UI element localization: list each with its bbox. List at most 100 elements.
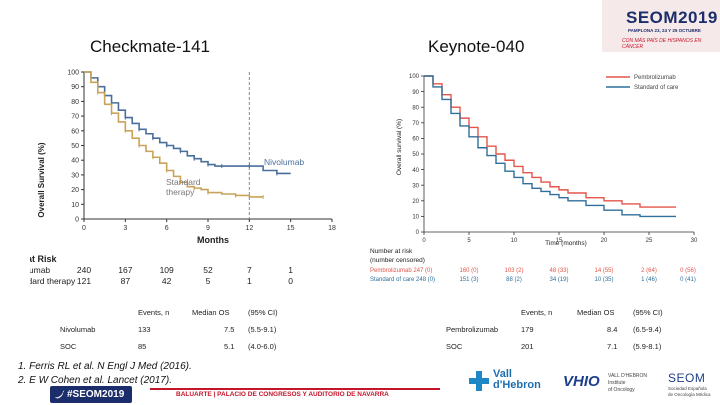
left-risk-value: 1 <box>247 276 252 286</box>
left-y-tick-label: 90 <box>71 84 79 91</box>
left-risk-row-1-name: Nivolumab <box>30 265 50 275</box>
right-x-tick-label: 20 <box>601 238 608 244</box>
left-y-tick-label: 30 <box>71 172 79 179</box>
hashtag-badge: #SEOM2019 <box>50 386 132 403</box>
right-y-tick-label: 30 <box>412 183 419 189</box>
right-risk-value: 103 (2) <box>504 268 523 274</box>
left-y-tick-label: 20 <box>71 187 79 194</box>
left-x-tick-label: 0 <box>82 225 86 232</box>
right-table-row-1-name: Pembrolizumab <box>446 325 499 334</box>
right-risk-value: 0 (56) <box>680 268 696 274</box>
right-x-tick-label: 10 <box>511 238 518 244</box>
right-xlabel: Time (months) <box>545 240 587 247</box>
right-y-tick-label: 0 <box>416 230 420 236</box>
left-risk-value: 1 <box>288 265 293 275</box>
left-x-tick-label: 12 <box>245 225 253 232</box>
right-table-row-1-events: 179 <box>521 325 534 334</box>
right-risk-row-1-name: Pembrolizumab 247 (0) <box>370 268 432 274</box>
left-risk-value: 121 <box>77 276 91 286</box>
right-table-row-2-ci: (5.9-8.1) <box>633 342 662 351</box>
right-series-line-standard-of-care <box>424 75 676 218</box>
left-table-row-2-ci: (4.0-6.0) <box>248 342 277 351</box>
right-risk-value: 2 (64) <box>641 268 657 274</box>
left-table-row-2-events: 85 <box>138 342 147 351</box>
right-km-chart: 0 10 20 30 40 50 60 70 80 90 100 0 5 10 15 20 25 30 Overa… <box>370 74 698 283</box>
left-table-row-1-ci: (5.5-9.1) <box>248 325 277 334</box>
sponsor-seom-sub-2: de Oncología Médica <box>668 392 711 397</box>
left-risk-value: 0 <box>288 276 293 286</box>
sponsor-vhio-sub-1: VALL D'HEBRON <box>608 373 648 379</box>
left-table-row-1-median: 7.5 <box>224 325 235 334</box>
left-y-tick-label: 70 <box>71 114 79 121</box>
right-ylabel: Overall survival (%) <box>396 119 403 175</box>
right-y-tick-label: 80 <box>412 105 419 111</box>
sponsor-vall-dhebron: Vall d'Hebron <box>493 369 541 391</box>
seom-logo-subtitle: PAMPLONA 23, 24 Y 25 OCTUBRE <box>628 28 701 33</box>
left-table-header-events: Events, n <box>138 308 170 317</box>
right-x-tick-label: 30 <box>691 238 698 244</box>
right-risk-value: 160 (0) <box>459 268 478 274</box>
left-risk-row-2-name: Standard therapy <box>30 276 76 286</box>
right-series-line-pembrolizumab <box>424 75 676 208</box>
right-table-row-1-ci: (6.5-9.4) <box>633 325 662 334</box>
seom-logo-year: 2019 <box>678 8 718 27</box>
left-plot-area: 0 10 20 30 40 50 60 70 80 90 100 0 3 6 9 12 15 18 <box>67 70 336 233</box>
left-risk-title: No. at Risk <box>30 254 58 264</box>
left-x-tick-label: 15 <box>287 225 295 232</box>
right-table-row-2-name: SOC <box>446 342 463 351</box>
left-risk-value: 167 <box>118 265 132 275</box>
hashtag-text: #SEOM2019 <box>67 389 125 400</box>
right-risk-value: 34 (19) <box>549 277 568 283</box>
right-risk-value: 10 (35) <box>594 277 613 283</box>
vall-dhebron-icon <box>469 371 489 391</box>
right-x-tick-label: 5 <box>467 238 471 244</box>
right-risk-value: 48 (33) <box>549 268 568 274</box>
left-x-tick-label: 9 <box>206 225 210 232</box>
left-risk-value: 52 <box>203 265 213 275</box>
legend-label-pembrolizumab: Pembrolizumab <box>634 75 676 81</box>
right-x-tick-label: 0 <box>422 238 426 244</box>
left-xlabel: Months <box>197 235 229 245</box>
sponsor-vhio-sub-2: Institute <box>608 380 626 386</box>
left-x-tick-label: 6 <box>165 225 169 232</box>
left-series-line-nivolumab <box>84 71 291 175</box>
right-risk-title-1: Number at risk <box>370 248 413 255</box>
left-series-label-nivolumab: Nivolumab <box>264 157 304 167</box>
footer-divider <box>150 388 440 390</box>
right-y-tick-label: 70 <box>412 121 419 127</box>
right-x-tick-label: 15 <box>556 238 563 244</box>
right-table-row-1-median: 8.4 <box>607 325 618 334</box>
left-table-header-ci: (95% CI) <box>248 308 278 317</box>
right-table-header-ci: (95% CI) <box>633 308 663 317</box>
right-table-header-events: Events, n <box>521 308 553 317</box>
left-x-tick-label: 3 <box>123 225 127 232</box>
sponsor-seom: SEOM <box>668 371 706 385</box>
left-table-row-2-name: SOC <box>60 342 77 351</box>
reference-1: 1. Ferris RL et al. N Engl J Med (2016). <box>18 361 192 372</box>
left-y-tick-label: 0 <box>75 217 79 224</box>
right-risk-values: 160 (0) 103 (2) 48 (33) 14 (55) 2 (64) 0 (56)… <box>459 268 695 283</box>
right-y-tick-label: 100 <box>409 74 420 80</box>
left-chart-title: Checkmate-141 <box>90 37 211 56</box>
right-chart-title: Keynote-040 <box>428 37 525 56</box>
footer-venue: BALUARTE | PALACIO DE CONGRESOS Y AUDITO… <box>176 391 389 398</box>
seom-logo: SEOM2019 <box>626 8 718 28</box>
legend-label-standard-of-care: Standard of care <box>634 85 679 91</box>
right-table-header-median: Median OS <box>577 308 615 317</box>
left-table-row-2-median: 5.1 <box>224 342 235 351</box>
seom-logo-text: SEOM <box>626 8 679 27</box>
left-y-tick-label: 100 <box>67 70 79 77</box>
left-y-tick-label: 10 <box>71 202 79 209</box>
sponsor-seom-sub-1: Sociedad Española <box>668 386 707 391</box>
sponsor-vall-line1: Vall <box>493 368 512 380</box>
twitter-icon <box>55 390 65 399</box>
left-series-label-standard-1: Standard <box>166 177 201 187</box>
sponsor-vhio: VHIO <box>563 373 600 390</box>
header-corner-panel <box>602 0 720 52</box>
sponsor-vall-line2: d'Hebron <box>493 379 541 391</box>
right-y-tick-label: 40 <box>412 168 419 174</box>
right-y-tick-label: 60 <box>412 137 419 143</box>
right-x-tick-label: 25 <box>646 238 653 244</box>
left-table-header-median: Median OS <box>192 308 230 317</box>
